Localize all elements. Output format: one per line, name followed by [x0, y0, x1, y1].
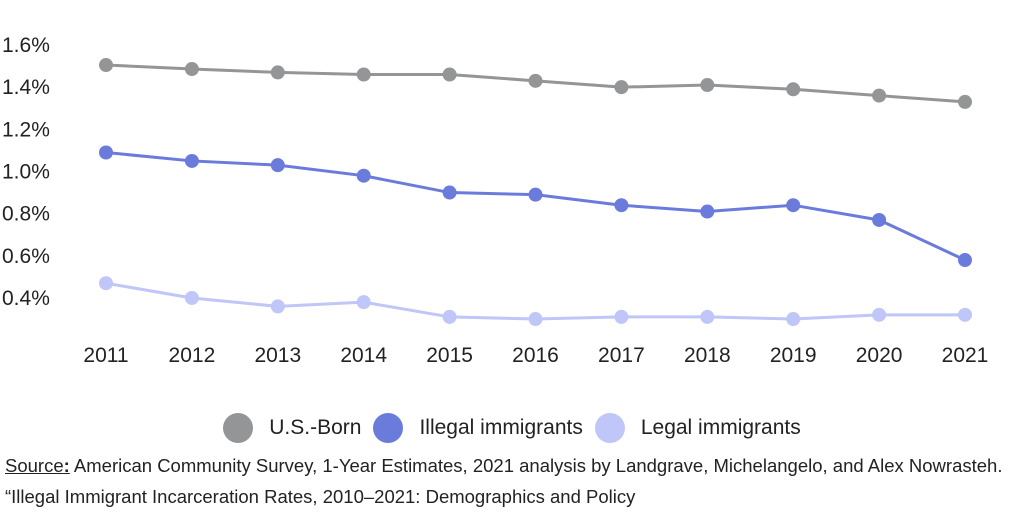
x-tick-label: 2019 — [770, 344, 817, 367]
y-tick-label: 1.2% — [2, 118, 50, 141]
data-point-legal-immigrants — [786, 312, 801, 327]
data-point-legal-immigrants — [270, 299, 285, 314]
x-tick-label: 2013 — [254, 344, 301, 367]
source-note: Source: American Community Survey, 1-Yea… — [5, 450, 1020, 512]
legend-item-us-born: U.S.-Born — [223, 413, 361, 443]
data-point-u-s-born — [958, 94, 972, 109]
data-point-legal-immigrants — [958, 307, 972, 322]
chart-legend: U.S.-Born Illegal immigrants Legal immig… — [0, 413, 1024, 443]
y-tick-label: 1.0% — [2, 160, 50, 183]
legend-label: U.S.-Born — [269, 416, 362, 439]
y-tick-label: 0.4% — [2, 287, 50, 310]
legend-label: Illegal immigrants — [419, 416, 583, 439]
y-tick-label: 1.6% — [2, 34, 50, 57]
series-line-illegal-immigrants — [105, 151, 966, 262]
source-label: Source: — [5, 455, 70, 476]
x-tick-label: 2014 — [340, 344, 387, 367]
data-point-u-s-born — [872, 88, 887, 103]
data-point-u-s-born — [786, 82, 801, 97]
data-point-illegal-immigrants — [614, 198, 629, 213]
x-tick-label: 2012 — [169, 344, 216, 367]
x-tick-label: 2015 — [426, 344, 473, 367]
x-tick-label: 2020 — [856, 344, 903, 367]
y-tick-label: 1.4% — [2, 76, 50, 99]
data-point-illegal-immigrants — [270, 158, 285, 173]
data-point-u-s-born — [270, 65, 285, 80]
legend-dot-illegal-immigrants — [373, 413, 404, 443]
legend-item-legal-immigrants: Legal immigrants — [594, 413, 801, 443]
data-point-u-s-born — [356, 67, 371, 82]
data-point-legal-immigrants — [184, 290, 199, 305]
data-point-legal-immigrants — [99, 276, 113, 291]
x-tick-label: 2017 — [598, 344, 645, 367]
data-point-legal-immigrants — [614, 309, 629, 324]
data-point-u-s-born — [528, 73, 543, 88]
data-point-illegal-immigrants — [356, 168, 371, 183]
data-point-illegal-immigrants — [700, 204, 715, 219]
x-tick-label: 2021 — [942, 344, 989, 367]
data-point-illegal-immigrants — [528, 187, 543, 202]
data-point-u-s-born — [700, 78, 715, 93]
data-point-illegal-immigrants — [872, 212, 887, 227]
y-tick-label: 0.6% — [2, 245, 50, 268]
data-point-u-s-born — [99, 58, 113, 73]
data-point-illegal-immigrants — [99, 145, 113, 160]
x-tick-label: 2011 — [83, 344, 128, 367]
data-point-legal-immigrants — [700, 309, 715, 324]
x-tick-label: 2016 — [512, 344, 559, 367]
data-point-illegal-immigrants — [442, 185, 457, 200]
data-point-illegal-immigrants — [786, 198, 801, 213]
line-chart: 0.4% 0.6% 0.8% 1.0% 1.2% 1.4% 1.6% 2011 2012 2013… — [2, 34, 989, 367]
source-text: American Community Survey, 1-Year Estima… — [5, 455, 1003, 507]
data-point-u-s-born — [184, 62, 199, 77]
data-point-legal-immigrants — [872, 307, 887, 322]
x-tick-label: 2018 — [684, 344, 731, 367]
legend-item-illegal-immigrants: Illegal immigrants — [373, 413, 583, 443]
data-point-illegal-immigrants — [958, 253, 972, 268]
data-point-legal-immigrants — [356, 295, 371, 310]
data-point-legal-immigrants — [442, 309, 457, 324]
y-tick-label: 0.8% — [2, 203, 50, 226]
data-point-legal-immigrants — [528, 312, 543, 327]
data-point-illegal-immigrants — [184, 153, 199, 168]
data-point-u-s-born — [614, 80, 629, 95]
legend-label: Legal immigrants — [640, 416, 801, 439]
legend-dot-legal-immigrants — [594, 413, 625, 443]
legend-dot-us-born — [223, 413, 254, 443]
data-point-u-s-born — [442, 67, 457, 82]
